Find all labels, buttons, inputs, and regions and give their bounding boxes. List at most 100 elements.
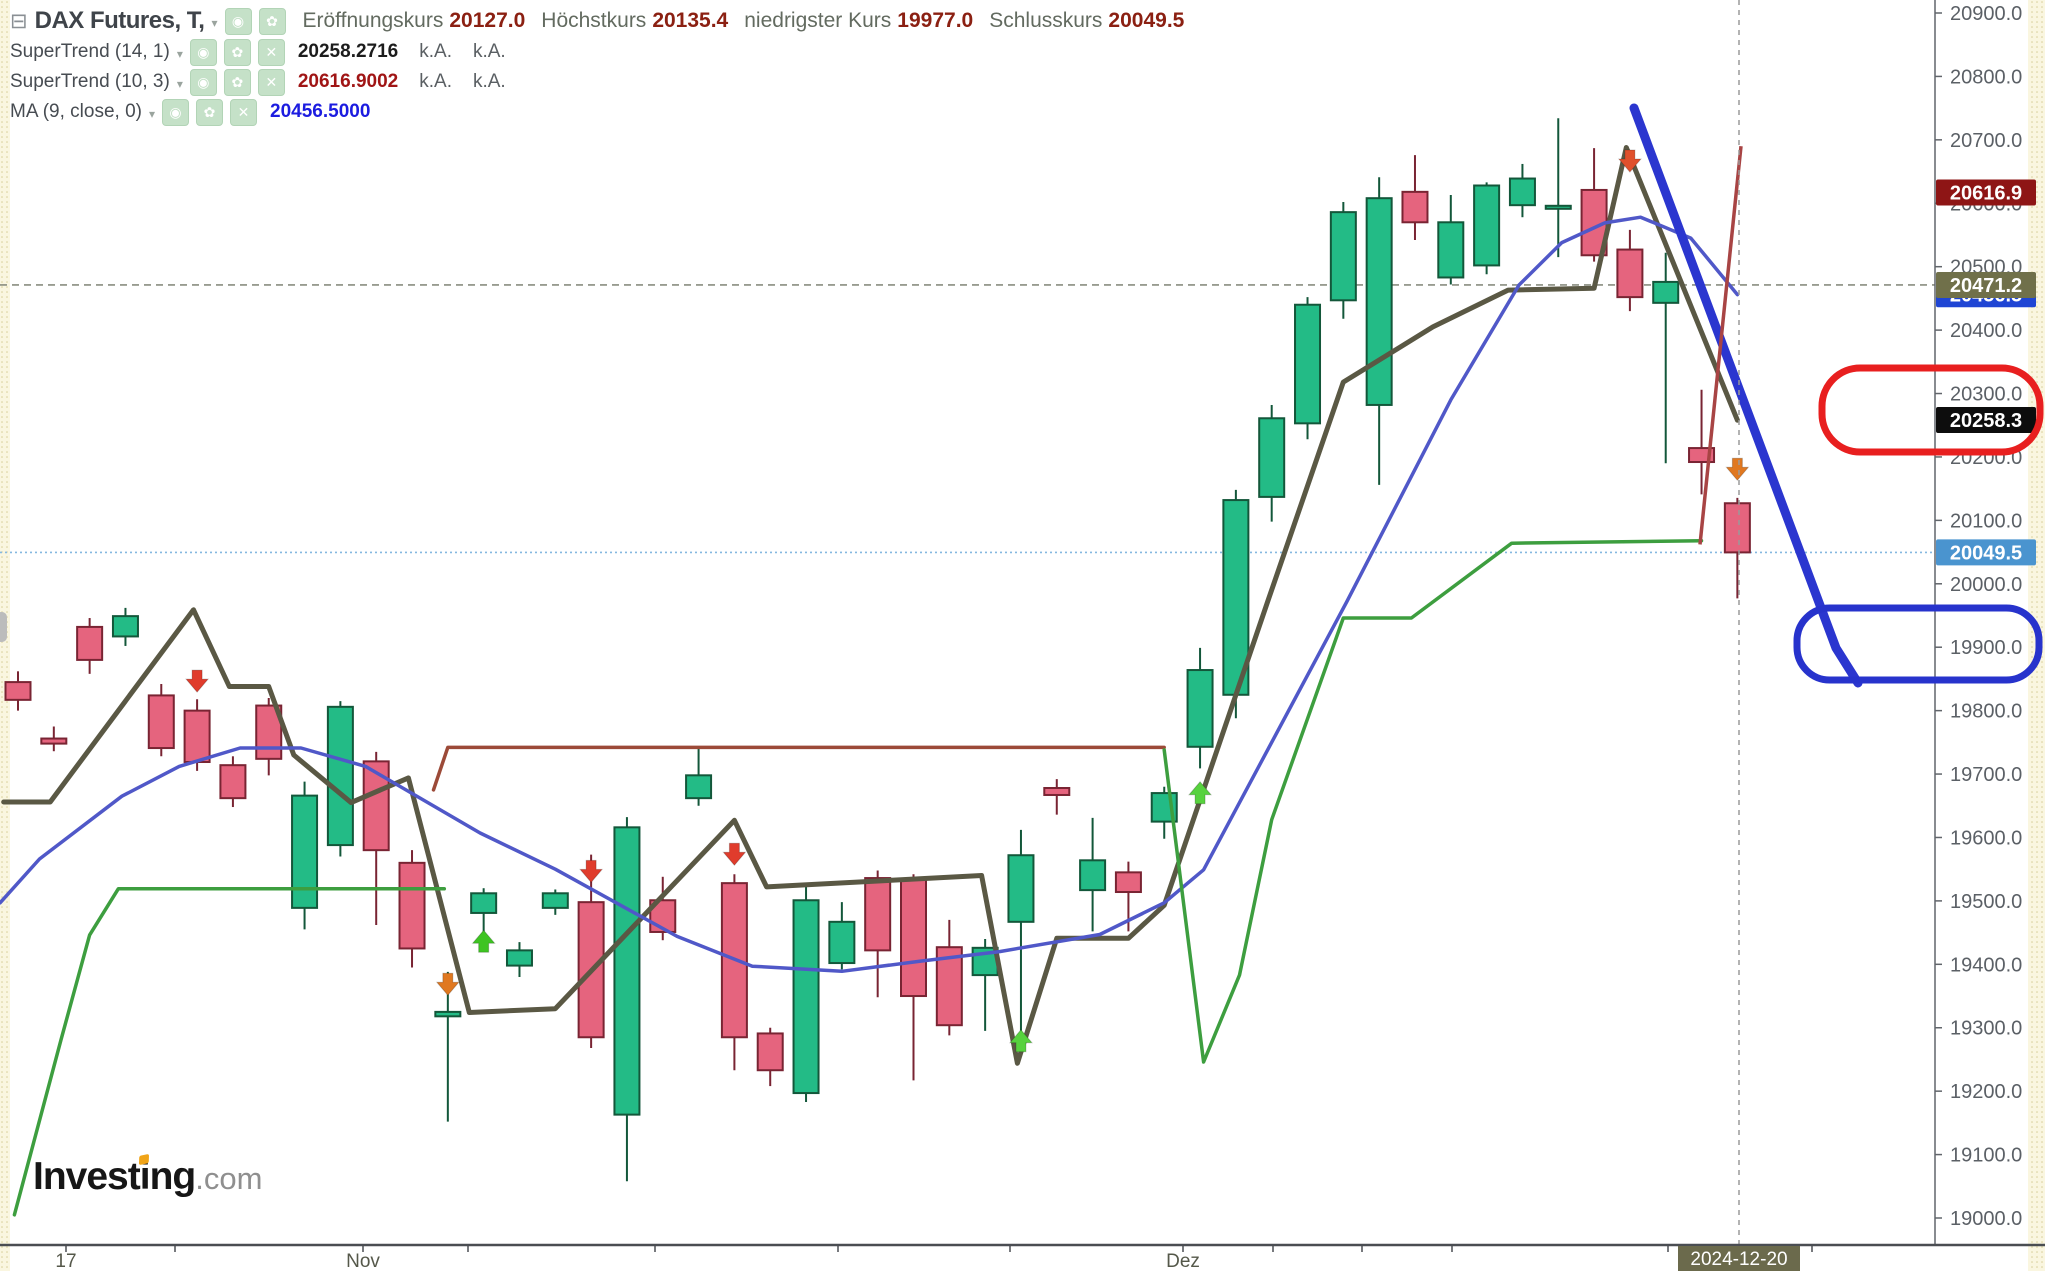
candle	[613, 817, 641, 1182]
close-icon[interactable]: ✕	[230, 98, 258, 126]
ohlc-value: 19977.0	[897, 9, 974, 32]
y-tick-label: 20900.0	[1950, 3, 2022, 25]
candle	[900, 874, 927, 1081]
candle-body	[470, 892, 498, 914]
symbol-title[interactable]: DAX Futures, T,	[34, 7, 205, 34]
indicator-line-supertrend-10-3-lower-band-a	[12, 887, 447, 1217]
candle-body	[1652, 280, 1680, 304]
indicator-row: MA (9, close, 0) ▾ ◉ ✿ ✕ 20456.5000	[10, 97, 1194, 127]
y-tick-label: 19400.0	[1950, 954, 2022, 976]
close-icon[interactable]: ✕	[257, 68, 285, 96]
indicator-row: SuperTrend (14, 1) ▾ ◉ ✿ ✕ 20258.2716 k.A. k.A.	[10, 37, 1194, 67]
candle-body	[505, 949, 533, 967]
candle-body	[1616, 248, 1644, 299]
signal-arrow-down	[185, 669, 210, 693]
candle	[398, 850, 426, 968]
ohlc-label: Eröffnungskurs	[302, 9, 444, 32]
indicator-line-supertrend-10-3-upper-band	[431, 745, 1166, 792]
candle	[864, 870, 892, 998]
candle	[828, 902, 856, 970]
signal-arrow-up	[471, 929, 496, 953]
candle-body	[1007, 854, 1035, 923]
caret-down-icon[interactable]: ▾	[176, 47, 183, 61]
candle	[1616, 229, 1644, 312]
y-tick-label: 19600.0	[1950, 827, 2022, 849]
ohlc-label: niedrigster Kurs	[744, 9, 892, 32]
candle-body	[434, 1010, 462, 1018]
price-badge-bg	[1936, 539, 2036, 566]
candle-body	[1294, 303, 1322, 425]
candle-body	[255, 704, 283, 760]
eye-icon[interactable]: ◉	[162, 98, 190, 126]
collapse-icon[interactable]: ⊟	[10, 9, 28, 33]
drawn-trendline-blue[interactable]	[1629, 103, 1863, 688]
ohlc-value: 20127.0	[449, 9, 526, 32]
candle-body	[291, 794, 319, 909]
caret-down-icon[interactable]: ▾	[211, 16, 218, 30]
candle-body	[1365, 197, 1393, 406]
candle-body	[111, 615, 139, 638]
eye-icon[interactable]: ◉	[189, 68, 217, 96]
candle	[1723, 497, 1751, 599]
candle-body	[1473, 184, 1501, 267]
signal-arrow-up	[1187, 781, 1213, 805]
indicator-value: 20456.5000	[270, 101, 371, 122]
candle	[1473, 182, 1501, 275]
price-badge-label: 20049.5	[1950, 542, 2022, 564]
indicator-name: MA (9, close, 0)	[10, 101, 142, 122]
candle	[541, 889, 569, 915]
candle	[1294, 297, 1322, 440]
gear-icon[interactable]: ✿	[223, 38, 251, 66]
candle	[4, 671, 32, 711]
candle-body	[76, 625, 104, 661]
price-badge-bg	[1936, 271, 2036, 298]
caret-down-icon[interactable]: ▾	[176, 77, 183, 91]
logo-text: Investing	[33, 1155, 196, 1198]
caret-down-icon[interactable]: ▾	[149, 107, 156, 121]
signal-arrow-down	[1725, 457, 1750, 482]
candle-body	[1508, 177, 1536, 207]
y-tick-label: 20700.0	[1950, 130, 2022, 152]
candle	[1329, 201, 1357, 319]
highlight-ellipse-red[interactable]	[1818, 364, 2044, 456]
indicator-rows: SuperTrend (14, 1) ▾ ◉ ✿ ✕ 20258.2716 k.A. k.A.…	[10, 37, 1194, 127]
indicator-line-supertrend-14-1-	[1, 145, 1740, 1066]
gear-icon[interactable]: ✿	[223, 68, 251, 96]
candle-body	[40, 737, 68, 745]
candle-body	[828, 920, 856, 965]
signal-arrow-up	[1008, 1029, 1034, 1053]
x-tick-label: Nov	[346, 1251, 380, 1271]
y-tick-label: 20400.0	[1950, 320, 2022, 342]
indicator-value: 20258.2716	[297, 41, 399, 62]
x-tick-label: Dez	[1166, 1251, 1200, 1271]
price-badge-bg	[1936, 179, 2036, 206]
ohlc-value: 20049.5	[1108, 9, 1185, 32]
candle	[1437, 195, 1465, 285]
eye-icon[interactable]: ◉	[224, 7, 252, 35]
y-tick-label: 19500.0	[1950, 891, 2022, 913]
left-scroll-nub[interactable]	[0, 612, 7, 642]
symbol-row: ⊟ DAX Futures, T, ▾ ◉ ✿ Eröffnungskurs 20…	[10, 6, 1194, 36]
eye-icon[interactable]: ◉	[189, 38, 217, 66]
price-badge: 20258.3	[1936, 406, 2036, 433]
indicator-line-supertrend-10-3-lower-band-b	[1162, 538, 1704, 1064]
y-axis-bg[interactable]	[1935, 0, 2028, 1246]
candle	[40, 726, 68, 752]
y-tick-label: 20300.0	[1950, 384, 2022, 406]
gear-icon[interactable]: ✿	[196, 98, 224, 126]
close-icon[interactable]: ✕	[257, 38, 285, 66]
indicator-value: 20616.9002	[297, 71, 399, 92]
candle	[434, 971, 462, 1122]
date-badge-bg	[1678, 1246, 1800, 1271]
highlight-ellipse-blue[interactable]	[1793, 604, 2043, 684]
price-badge-label: 20471.2	[1950, 275, 2022, 297]
drawn-trendline-red[interactable]	[1698, 146, 1743, 545]
gear-icon[interactable]: ✿	[258, 7, 286, 35]
candle-body	[362, 760, 390, 852]
y-tick-label: 19700.0	[1950, 764, 2022, 786]
x-axis-ticks[interactable]: 17 Nov Dez	[55, 1245, 1813, 1271]
candle-body	[1186, 669, 1214, 748]
